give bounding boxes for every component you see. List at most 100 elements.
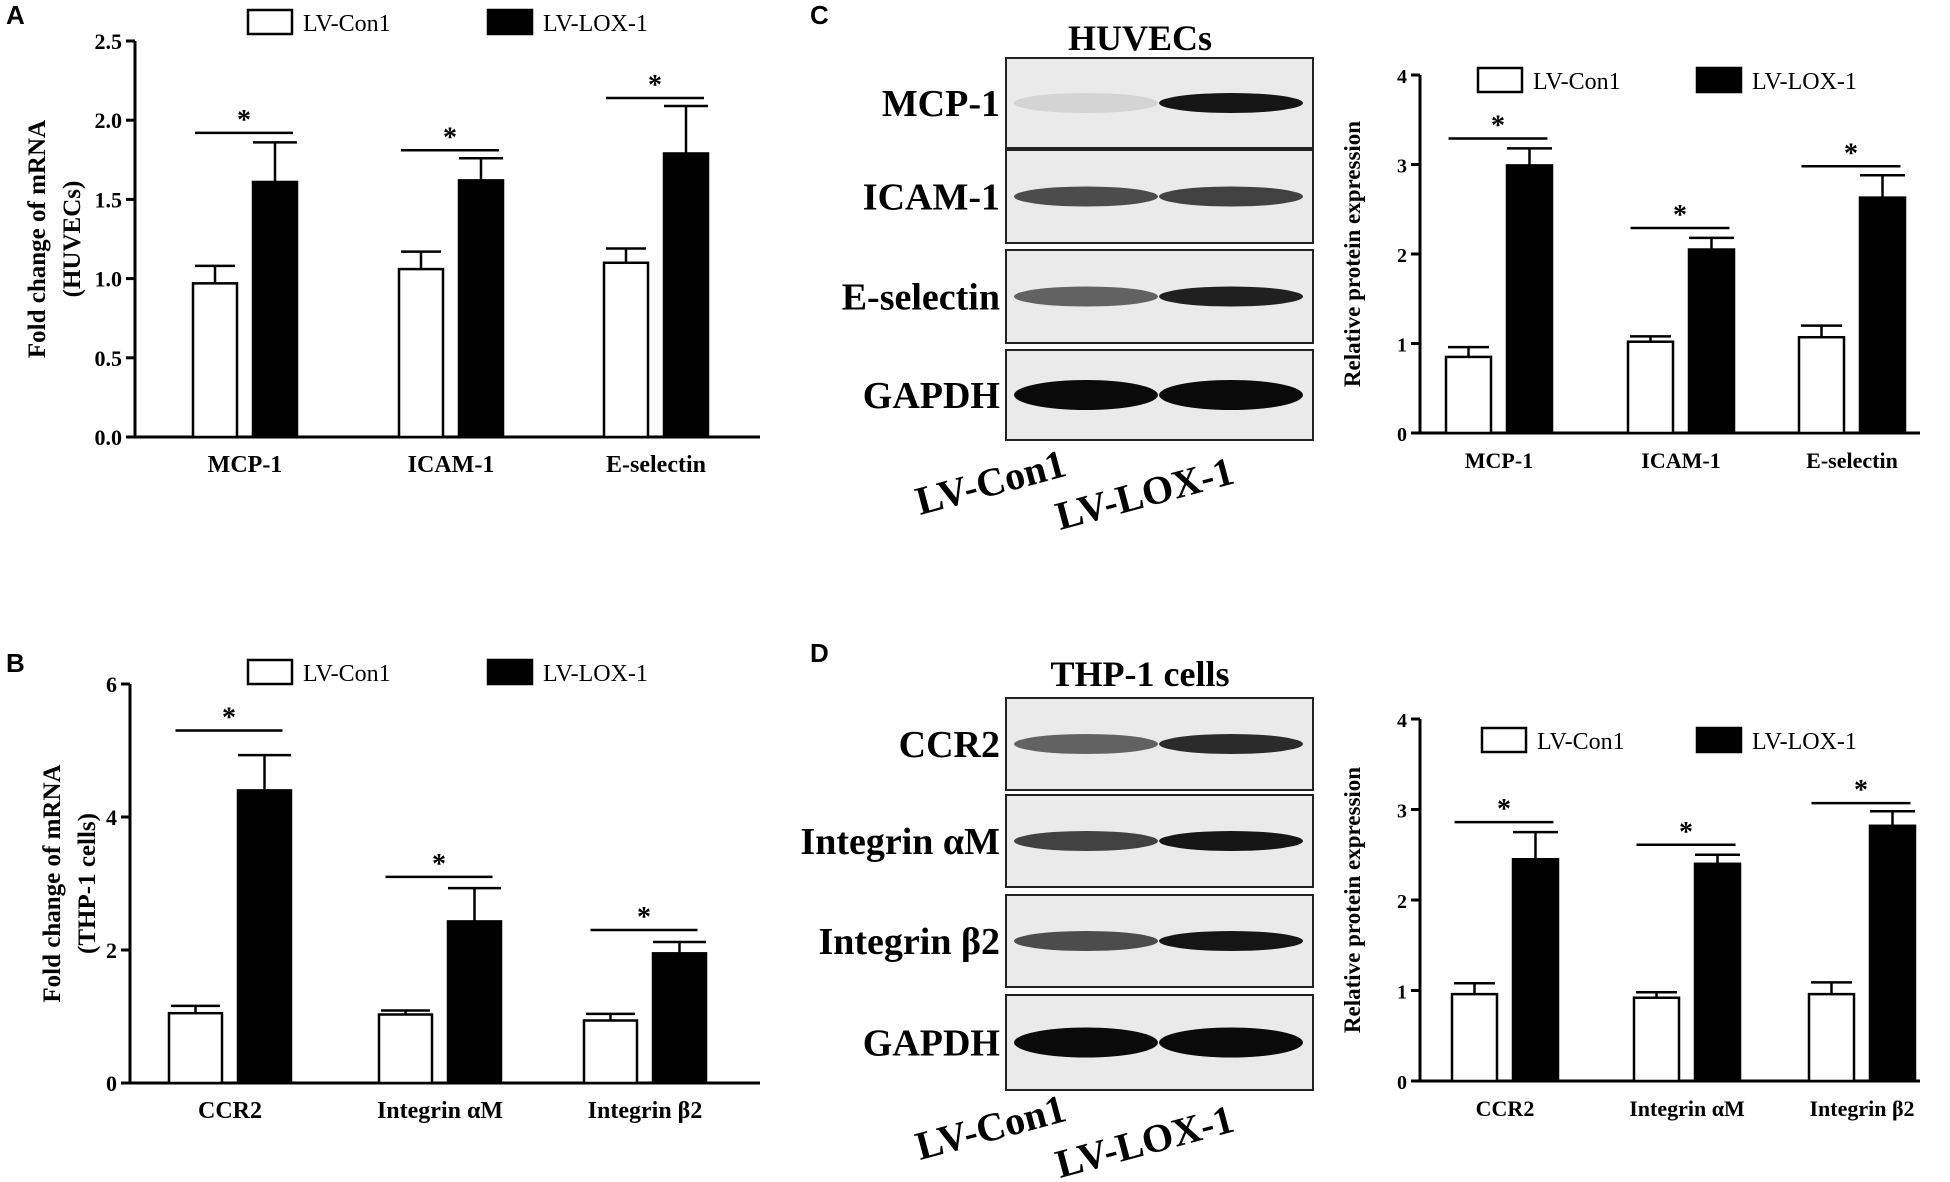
bar-lv-lox-1 <box>457 179 505 439</box>
bar-lv-lox-1 <box>662 152 710 439</box>
significance-star: * <box>1497 794 1511 825</box>
bar-lv-con1 <box>1797 335 1846 435</box>
x-tick-label: CCR2 <box>1476 1096 1535 1121</box>
panel-letter-b: B <box>6 648 25 678</box>
legend-swatch-lv-con1 <box>246 8 294 36</box>
legend-swatch-lv-lox-1 <box>486 8 534 36</box>
significance-star: * <box>443 122 457 153</box>
blot-row-label: ICAM-1 <box>863 177 1000 219</box>
blot-title-thp1: THP-1 cells <box>1051 654 1230 694</box>
blot-row-label: E-selectin <box>842 277 1000 319</box>
significance-star: * <box>648 70 662 101</box>
y-tick-label: 2 <box>1397 245 1407 267</box>
blot-title-huvecs: HUVECs <box>1068 18 1212 58</box>
western-blot-thp1: CCR2 Integrin αM Integrin β2 GAPDH LV-Con1LV… <box>800 697 1314 1182</box>
x-tick-label: Integrin β2 <box>588 1098 703 1124</box>
bar-lv-lox-1 <box>1505 164 1554 435</box>
y-tick-label: 1 <box>1397 982 1407 1004</box>
bar-lv-con1 <box>1632 996 1681 1083</box>
bar-lv-con1 <box>167 1011 224 1085</box>
blot-lane-label: LV-Con1 <box>911 441 1071 524</box>
x-tick-label: Integrin αM <box>1629 1096 1745 1121</box>
bar-lv-con1 <box>1626 340 1675 435</box>
y-tick-label: 2 <box>106 938 117 963</box>
blot-band <box>1159 734 1303 754</box>
significance-star: * <box>1844 138 1858 169</box>
bar-lv-con1 <box>191 282 239 439</box>
y-tick-label: 1.0 <box>95 267 123 292</box>
legend-swatch-lv-lox-1 <box>1695 66 1743 94</box>
blot-row-label: CCR2 <box>899 724 1000 766</box>
blot-row-label: Integrin αM <box>800 821 1000 863</box>
blot-band <box>1159 1027 1303 1058</box>
blot-band <box>1014 186 1158 207</box>
blot-lane-label: LV-Con1 <box>911 1086 1071 1169</box>
blot-band <box>1159 831 1303 851</box>
blot-lane-label: LV-LOX-1 <box>1051 1096 1239 1182</box>
y-tick-label: 4 <box>1397 66 1407 88</box>
y-axis-label: (THP-1 cells) <box>74 813 101 954</box>
bar-lv-con1 <box>582 1019 639 1085</box>
y-axis-label: (HUVECs) <box>59 181 86 298</box>
bar-lv-lox-1 <box>1693 862 1742 1083</box>
significance-star: * <box>432 849 446 880</box>
y-tick-label: 0 <box>1397 424 1407 446</box>
significance-star: * <box>637 902 651 933</box>
y-axis-label: Relative protein expression <box>1340 767 1365 1033</box>
y-tick-label: 4 <box>1397 710 1407 732</box>
y-tick-label: 4 <box>106 805 117 830</box>
significance-star: * <box>1679 817 1693 848</box>
legend-label-lv-lox-1: LV-LOX-1 <box>543 11 648 37</box>
y-tick-label: 2.5 <box>95 29 123 54</box>
chart-d: 0 1 2 3 4 Relative protein expression * CCR2 * In… <box>1340 710 1920 1121</box>
blot-band <box>1159 93 1303 113</box>
bar-lv-con1 <box>1444 355 1493 435</box>
x-tick-label: Integrin αM <box>377 1098 503 1124</box>
x-tick-label: CCR2 <box>198 1098 262 1124</box>
legend-swatch-lv-con1 <box>1476 66 1524 94</box>
blot-band <box>1014 831 1158 851</box>
x-tick-label: MCP-1 <box>208 452 283 478</box>
blot-band <box>1014 93 1158 113</box>
bar-lv-lox-1 <box>446 920 503 1085</box>
bar-lv-lox-1 <box>1868 824 1917 1083</box>
y-tick-label: 3 <box>1397 156 1407 178</box>
bar-lv-con1 <box>377 1013 434 1085</box>
y-tick-label: 6 <box>106 672 117 697</box>
blot-row-label: Integrin β2 <box>818 921 1000 963</box>
significance-star: * <box>1854 775 1868 806</box>
legend-swatch-lv-lox-1 <box>1695 726 1743 754</box>
panel-letter-a: A <box>6 0 25 30</box>
blot-band <box>1014 734 1158 754</box>
legend-label-lv-lox-1: LV-LOX-1 <box>1752 729 1857 755</box>
x-tick-label: ICAM-1 <box>1641 448 1720 473</box>
blot-band <box>1159 380 1303 410</box>
bar-lv-lox-1 <box>236 789 293 1085</box>
blot-band <box>1014 931 1158 951</box>
bar-lv-con1 <box>1450 992 1499 1083</box>
legend-swatch-lv-con1 <box>246 658 294 686</box>
bar-lv-con1 <box>397 267 445 439</box>
blot-band <box>1159 286 1303 307</box>
blot-band <box>1014 286 1158 307</box>
legend-label-lv-con1: LV-Con1 <box>1533 69 1621 95</box>
y-axis-label: Fold change of mRNA <box>39 764 66 1002</box>
significance-star: * <box>237 105 251 136</box>
y-tick-label: 0 <box>106 1071 117 1096</box>
legend-label-lv-lox-1: LV-LOX-1 <box>543 661 648 687</box>
bar-lv-lox-1 <box>251 180 299 439</box>
x-tick-label: E-selectin <box>606 452 706 478</box>
x-tick-label: ICAM-1 <box>408 452 495 478</box>
x-tick-label: E-selectin <box>1806 448 1898 473</box>
legend-label-lv-con1: LV-Con1 <box>303 661 391 687</box>
y-tick-label: 1.5 <box>95 187 123 212</box>
bar-lv-con1 <box>1807 992 1856 1083</box>
blot-band <box>1014 380 1158 410</box>
blot-band <box>1159 186 1303 207</box>
y-tick-label: 0.0 <box>95 425 123 450</box>
blot-row-label: GAPDH <box>863 1023 1000 1065</box>
x-tick-label: MCP-1 <box>1465 448 1533 473</box>
panel-letter-c: C <box>810 0 829 30</box>
chart-b: 0 2 4 6 Fold change of mRNA (THP-1 cells) * CCR… <box>39 658 760 1124</box>
